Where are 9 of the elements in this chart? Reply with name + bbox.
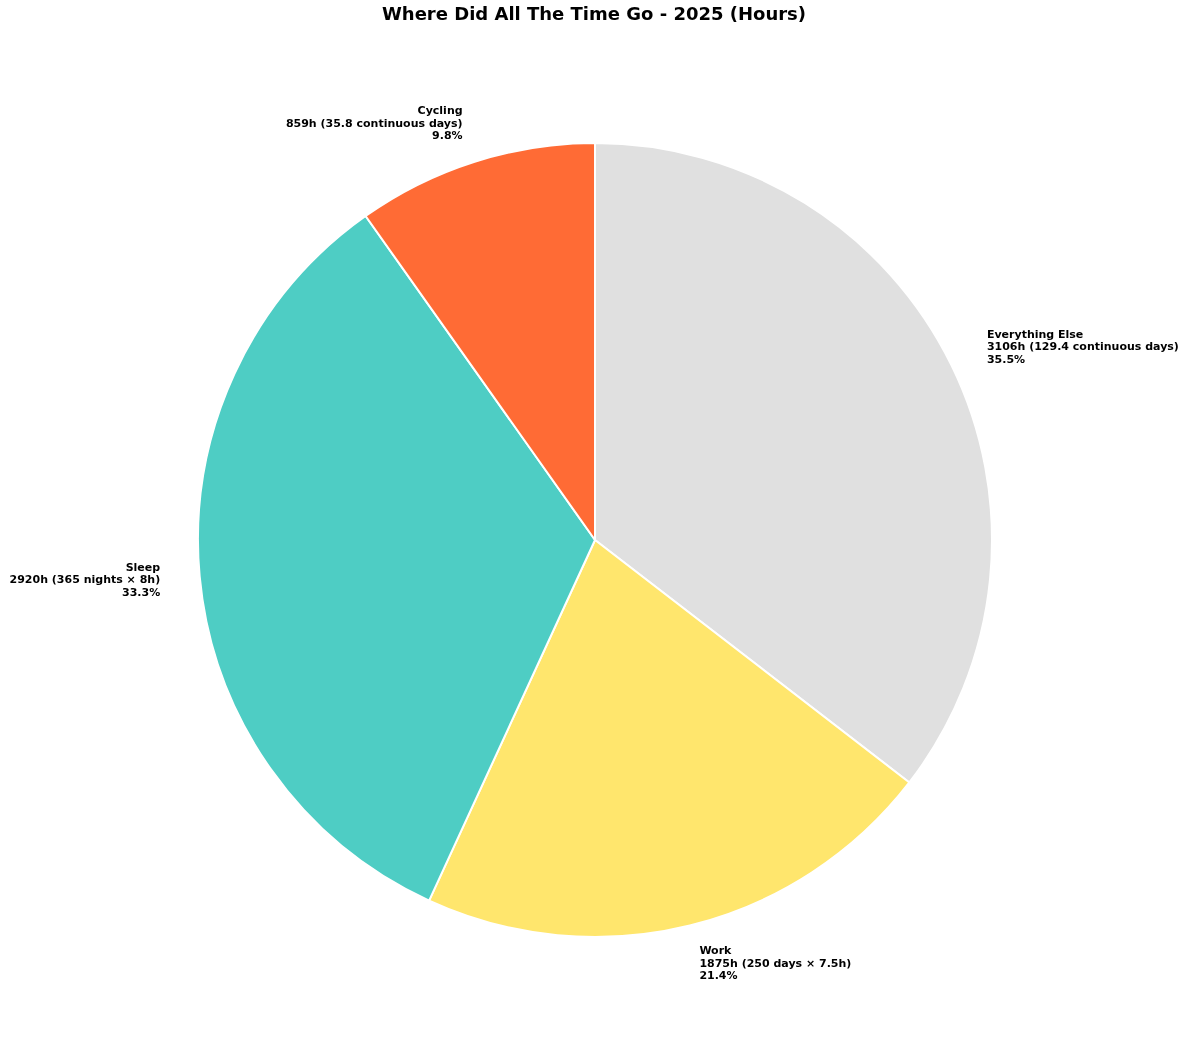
data-label: 3106h (129.4 continuous days) 35.5% — [986, 340, 1179, 366]
data-label: 859h (35.8 continuous days) 9.8% — [285, 116, 463, 143]
data-label: 1875h (250 days × 7.5h) 21.4% — [699, 956, 852, 983]
data-label: 2920h (365 nights × 8h) 33.3% — [9, 573, 161, 599]
slice-label: Sleep — [125, 560, 161, 574]
chart-title: Where Did All The Time Go - 2025 (Hours) — [381, 2, 807, 24]
slice-label: Cycling — [417, 104, 463, 118]
slice-label: Work — [699, 944, 733, 958]
slice-label: Everything Else — [986, 327, 1084, 341]
